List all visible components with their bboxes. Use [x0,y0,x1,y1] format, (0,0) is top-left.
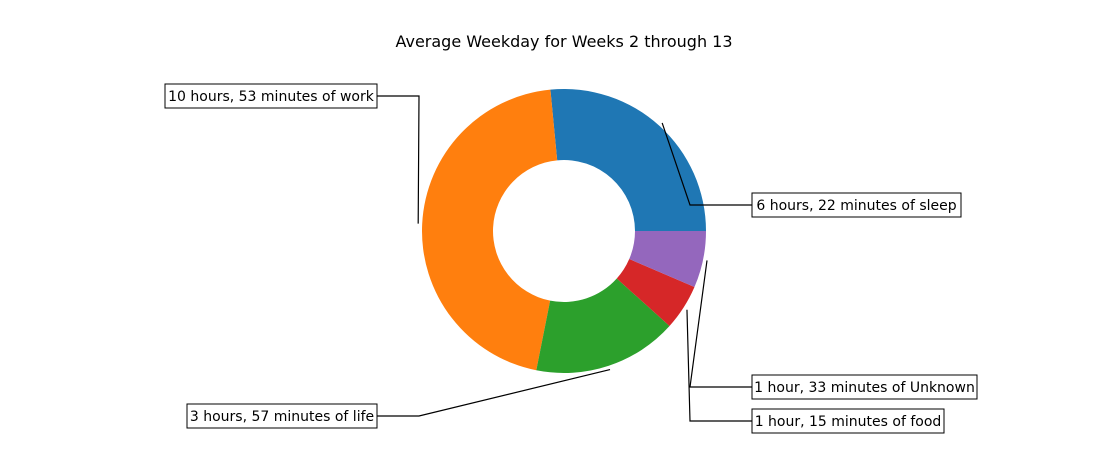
chart-title: Average Weekday for Weeks 2 through 13 [395,32,732,51]
callout-box-life [186,403,378,429]
leader-line-unknown [689,260,752,388]
wedge-work [421,89,558,371]
leader-line-sleep [661,122,752,206]
donut-wedges [421,89,706,373]
callout-box-unknown [751,374,978,400]
callout-box-sleep [751,192,962,218]
wedge-unknown [629,231,706,288]
slice-label-unknown: 1 hour, 33 minutes of Unknown [754,380,975,396]
wedge-sleep [550,89,706,232]
leader-line-work [377,95,420,224]
slice-label-work: 10 hours, 53 minutes of work [168,89,375,105]
wedge-food [616,259,695,327]
leader-line-food [686,309,752,422]
callout-box-work [164,83,378,109]
slice-callouts: 6 hours, 22 minutes of sleep 10 hours, 53… [164,83,978,434]
callout-box-food [751,408,945,434]
slice-label-life: 3 hours, 57 minutes of life [190,409,374,425]
slice-label-sleep: 6 hours, 22 minutes of sleep [756,198,956,214]
wedge-life [536,278,670,373]
leader-line-life [377,368,611,417]
slice-label-food: 1 hour, 15 minutes of food [755,414,942,430]
